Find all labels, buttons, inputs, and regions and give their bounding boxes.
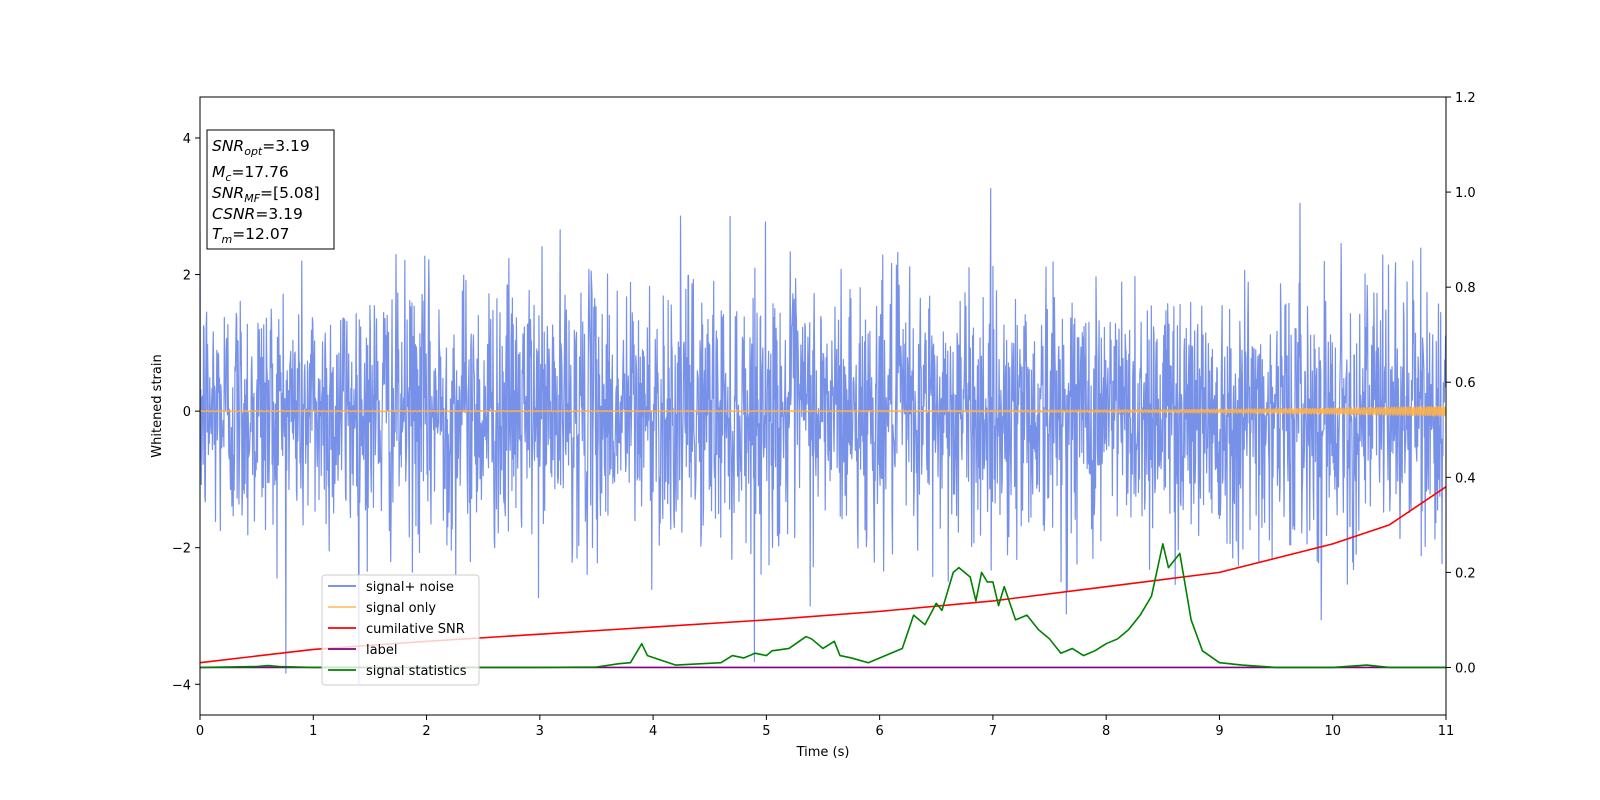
y-right-tick-label: 0.2 — [1455, 566, 1476, 581]
legend-label: signal statistics — [366, 664, 467, 679]
y-axis-right: 1.2 1.0 0.8 0.6 0.4 0.2 0.0 — [1446, 91, 1476, 676]
x-axis: 0 1 2 3 4 5 6 7 8 9 10 11 — [196, 715, 1454, 739]
annotation-frame — [206, 129, 335, 250]
series-signal-noise — [200, 188, 1446, 684]
y-right-tick-label: 0.8 — [1455, 281, 1476, 296]
y-left-tick-label: 0 — [183, 405, 191, 420]
series-signal-only — [200, 405, 1446, 417]
plot-frame — [199, 96, 1447, 716]
x-tick-label: 10 — [1324, 724, 1341, 739]
annotation-line: CSNR=3.19 — [212, 205, 303, 223]
annotation-box: SNRopt=3.19 Mc=17.76SNRMF=[5.08]CSNR=3.19… — [206, 129, 335, 250]
x-tick-label: 6 — [875, 724, 883, 739]
y-left-tick-label: −4 — [172, 678, 191, 693]
y-axis-label: Whitened strain — [150, 354, 165, 457]
legend-label: signal+ noise — [366, 580, 454, 595]
x-tick-label: 8 — [1102, 724, 1110, 739]
legend: signal+ noise signal only cumilative SNR la… — [321, 574, 480, 686]
series-signal-statistics — [200, 543, 1446, 669]
y-left-tick-label: −2 — [172, 542, 191, 557]
x-tick-label: 4 — [649, 724, 657, 739]
x-tick-label: 3 — [536, 724, 544, 739]
legend-label: signal only — [366, 601, 436, 616]
y-right-tick-label: 1.0 — [1455, 186, 1476, 201]
y-left-tick-label: 4 — [183, 132, 191, 147]
x-tick-label: 9 — [1215, 724, 1223, 739]
x-tick-label: 11 — [1438, 724, 1455, 739]
x-tick-label: 1 — [309, 724, 317, 739]
x-tick-label: 5 — [762, 724, 770, 739]
x-tick-label: 0 — [196, 724, 204, 739]
y-left-tick-label: 2 — [183, 269, 191, 284]
x-tick-label: 7 — [989, 724, 997, 739]
annotation-line: SNRopt=3.19 — [212, 137, 310, 158]
x-axis-label: Time (s) — [796, 745, 850, 760]
x-tick-label: 2 — [422, 724, 430, 739]
y-right-tick-label: 0.6 — [1455, 376, 1476, 391]
legend-label: label — [366, 643, 397, 658]
y-right-tick-label: 1.2 — [1455, 91, 1476, 106]
annotation-line: Mc=17.76 — [212, 163, 289, 184]
y-right-tick-label: 0.4 — [1455, 471, 1476, 486]
legend-label: cumilative SNR — [366, 622, 465, 637]
y-axis-left: 4 2 0 −2 −4 — [172, 132, 200, 693]
y-right-tick-label: 0.0 — [1455, 661, 1476, 676]
annotation-line: SNRMF=[5.08] — [212, 184, 320, 205]
annotation-line: Tm=12.07 — [212, 225, 290, 246]
legend-frame — [321, 574, 480, 686]
